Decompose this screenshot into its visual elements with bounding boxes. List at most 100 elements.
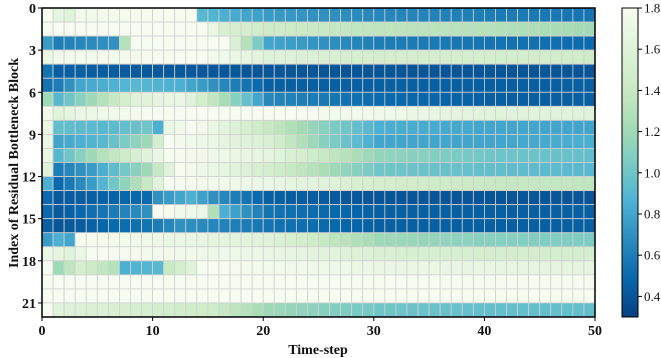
heatmap-cell [284, 190, 297, 206]
heatmap-cell [406, 49, 419, 65]
heatmap-cell [196, 148, 209, 163]
heatmap-cell [41, 49, 54, 65]
heatmap-cell [152, 7, 165, 23]
heatmap-cell [163, 105, 176, 121]
heatmap-cell [63, 49, 76, 65]
heatmap-cell [550, 134, 563, 149]
heatmap-cell [119, 148, 131, 163]
heatmap-cell [472, 119, 485, 135]
heatmap-cell [152, 274, 165, 290]
heatmap-cell [340, 91, 353, 107]
heatmap-cell [395, 190, 408, 206]
heatmap-cell [362, 232, 375, 248]
heatmap-cell [85, 218, 98, 234]
heatmap-cell [130, 246, 142, 262]
heatmap-cell [406, 148, 419, 163]
heatmap-cell [528, 63, 541, 79]
heatmap-cell [340, 49, 353, 65]
heatmap-cell [196, 91, 209, 107]
heatmap-cell [240, 246, 253, 262]
heatmap-cell [417, 21, 430, 37]
heatmap-cell [506, 232, 518, 248]
heatmap-cell [406, 302, 419, 318]
heatmap-cell [273, 21, 286, 37]
heatmap-cell [251, 204, 264, 220]
heatmap-cell [561, 176, 574, 192]
heatmap-cell [141, 105, 153, 121]
heatmap-cell [185, 105, 198, 121]
heatmap-cell [362, 218, 375, 234]
heatmap-cell [107, 91, 120, 107]
heatmap-cell [384, 204, 397, 220]
heatmap-cell [273, 162, 286, 177]
heatmap-cell [207, 302, 220, 318]
heatmap-cell [406, 21, 419, 37]
heatmap-cell [572, 105, 585, 121]
heatmap-cell [284, 77, 297, 93]
heatmap-cell [340, 218, 353, 234]
heatmap-cell [185, 35, 198, 51]
heatmap-cell [461, 274, 474, 290]
colorbar-tick-label: 1.0 [644, 165, 660, 180]
heatmap-cell [461, 232, 474, 248]
heatmap-cell [240, 232, 253, 248]
heatmap-cell [196, 246, 209, 262]
heatmap-cell [417, 162, 430, 177]
heatmap-cell [406, 260, 419, 276]
heatmap-cell [284, 204, 297, 220]
heatmap-cell [307, 190, 319, 206]
heatmap-cell [373, 49, 386, 65]
heatmap-cell [528, 134, 541, 149]
heatmap-cell [572, 49, 585, 65]
heatmap-cell [583, 218, 596, 234]
heatmap-cell [229, 274, 242, 290]
heatmap-cell [395, 176, 408, 192]
heatmap-cell [472, 134, 485, 149]
heatmap-cell [262, 274, 275, 290]
heatmap-cell [273, 77, 286, 93]
heatmap-cell [318, 288, 330, 304]
heatmap-cell [384, 246, 397, 262]
heatmap-cell [351, 134, 364, 149]
x-axis-ticks: 0 10 20 30 40 50 [39, 317, 602, 339]
heatmap-cell [130, 148, 142, 163]
heatmap-cell [483, 148, 496, 163]
heatmap-cell [218, 302, 231, 318]
heatmap-cell [74, 7, 87, 23]
heatmap-cell [218, 77, 231, 93]
heatmap-cell [572, 302, 585, 318]
heatmap-cell [472, 176, 485, 192]
heatmap-cell [506, 77, 518, 93]
x-tick-label: 0 [39, 324, 46, 339]
heatmap-cell [329, 105, 342, 121]
heatmap-cell [185, 204, 198, 220]
heatmap-cell [539, 176, 552, 192]
heatmap-cell [561, 274, 574, 290]
heatmap-cell [218, 176, 231, 192]
heatmap-cell [406, 232, 419, 248]
colorbar-ticks: 1.8 1.6 1.4 1.2 1.0 0.8 0.6 0.4 [638, 1, 661, 304]
heatmap-cell [561, 246, 574, 262]
heatmap-cell [472, 190, 485, 206]
heatmap-cell [229, 232, 242, 248]
heatmap-cell [506, 134, 518, 149]
heatmap-cell [185, 260, 198, 276]
heatmap-cell [318, 7, 330, 23]
heatmap-cell [583, 91, 596, 107]
heatmap-cell [96, 91, 109, 107]
heatmap-cell [52, 77, 65, 93]
heatmap-cell [251, 274, 264, 290]
heatmap-cell [262, 232, 275, 248]
heatmap-cell [406, 134, 419, 149]
heatmap-cell [63, 288, 76, 304]
heatmap-cell [572, 190, 585, 206]
heatmap-cell [284, 35, 297, 51]
heatmap-cell [107, 49, 120, 65]
heatmap-cell [340, 246, 353, 262]
heatmap-cell [439, 274, 452, 290]
heatmap-cell [107, 35, 120, 51]
heatmap-cell [196, 77, 209, 93]
heatmap-cell [472, 35, 485, 51]
heatmap-cell [495, 77, 507, 93]
heatmap-cell [406, 274, 419, 290]
